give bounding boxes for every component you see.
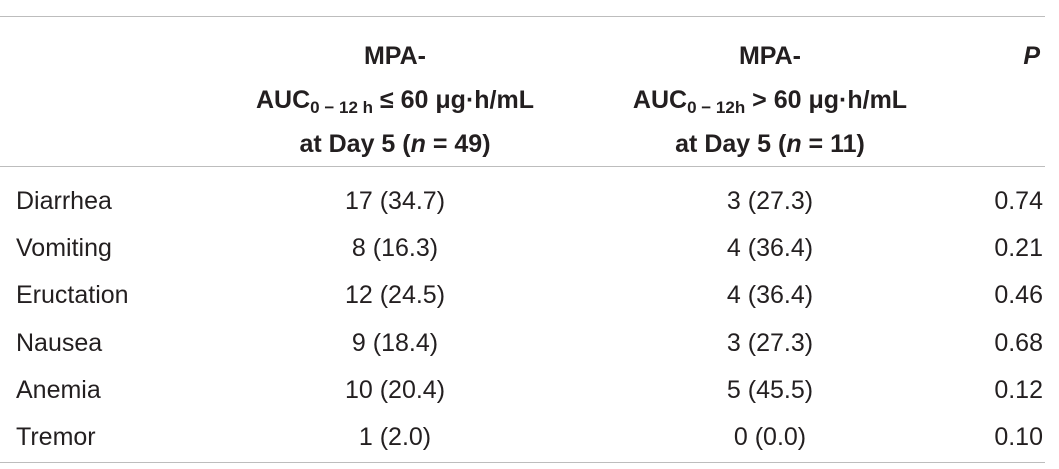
header-group-low-auc: MPA- AUC0 − 12 h ≤ 60 μg·h/mL at Day 5 (…	[200, 34, 590, 166]
row-p-value: 0.68	[994, 329, 1043, 357]
row-group-low-value: 17 (34.7)	[344, 187, 446, 215]
header-low-line3: at Day 5 (n = 49)	[200, 122, 590, 166]
top-rule	[0, 16, 1045, 17]
row-group-high-value: 3 (27.3)	[726, 329, 814, 357]
header-p-value: P	[1023, 42, 1040, 70]
table-row: Tremor 1 (2.0) 0 (0.0) 0.10	[0, 414, 1045, 461]
row-group-high-value: 4 (36.4)	[726, 281, 814, 309]
header-low-line2: AUC0 − 12 h ≤ 60 μg·h/mL	[200, 78, 590, 122]
row-label: Tremor	[16, 423, 96, 451]
header-high-line1: MPA-	[738, 42, 802, 70]
row-group-low-value: 10 (20.4)	[344, 376, 446, 404]
header-high-line2: AUC0 − 12h > 60 μg·h/mL	[590, 78, 950, 122]
table-row: Eructation 12 (24.5) 4 (36.4) 0.46	[0, 272, 1045, 319]
row-group-low-value: 12 (24.5)	[344, 281, 446, 309]
header-high-line3: at Day 5 (n = 11)	[590, 122, 950, 166]
header-low-day-prefix: at Day 5 (	[299, 130, 411, 158]
table-row: Diarrhea 17 (34.7) 3 (27.3) 0.74	[0, 178, 1045, 225]
header-high-n-value: = 11)	[801, 130, 865, 158]
header-low-auc-subscript: 0 − 12 h	[310, 98, 374, 117]
header-high-auc-subscript: 0 − 12h	[687, 98, 746, 117]
header-high-n-symbol: n	[786, 130, 802, 158]
row-p-value: 0.12	[994, 376, 1043, 404]
row-p-value: 0.74	[994, 187, 1043, 215]
table-row: Anemia 10 (20.4) 5 (45.5) 0.12	[0, 367, 1045, 414]
bottom-rule	[0, 462, 1045, 463]
header-low-line1: MPA-	[363, 42, 427, 70]
row-label: Eructation	[16, 281, 129, 309]
row-group-high-value: 3 (27.3)	[726, 187, 814, 215]
header-low-threshold: ≤ 60 μg·h/mL	[373, 86, 534, 114]
header-high-day-prefix: at Day 5 (	[675, 130, 787, 158]
row-group-high-value: 5 (45.5)	[726, 376, 814, 404]
header-high-threshold: > 60 μg·h/mL	[745, 86, 908, 114]
row-p-value: 0.10	[994, 423, 1043, 451]
row-group-low-value: 9 (18.4)	[351, 329, 439, 357]
row-label: Nausea	[16, 329, 103, 357]
table-row: Nausea 9 (18.4) 3 (27.3) 0.68	[0, 320, 1045, 367]
row-group-low-value: 8 (16.3)	[351, 234, 439, 262]
header-high-auc: AUC	[632, 86, 688, 114]
row-label: Vomiting	[16, 234, 112, 262]
header-rule	[0, 166, 1045, 167]
row-label: Diarrhea	[16, 187, 112, 215]
row-group-high-value: 0 (0.0)	[733, 423, 807, 451]
row-p-value: 0.21	[994, 234, 1043, 262]
row-group-low-value: 1 (2.0)	[358, 423, 432, 451]
table-row: Vomiting 8 (16.3) 4 (36.4) 0.21	[0, 225, 1045, 272]
row-p-value: 0.46	[994, 281, 1043, 309]
row-label: Anemia	[16, 376, 101, 404]
header-low-auc: AUC	[255, 86, 311, 114]
header-low-n-symbol: n	[410, 130, 426, 158]
header-low-n-value: = 49)	[425, 130, 491, 158]
row-group-high-value: 4 (36.4)	[726, 234, 814, 262]
header-group-high-auc: MPA- AUC0 − 12h > 60 μg·h/mL at Day 5 (n…	[590, 34, 950, 166]
